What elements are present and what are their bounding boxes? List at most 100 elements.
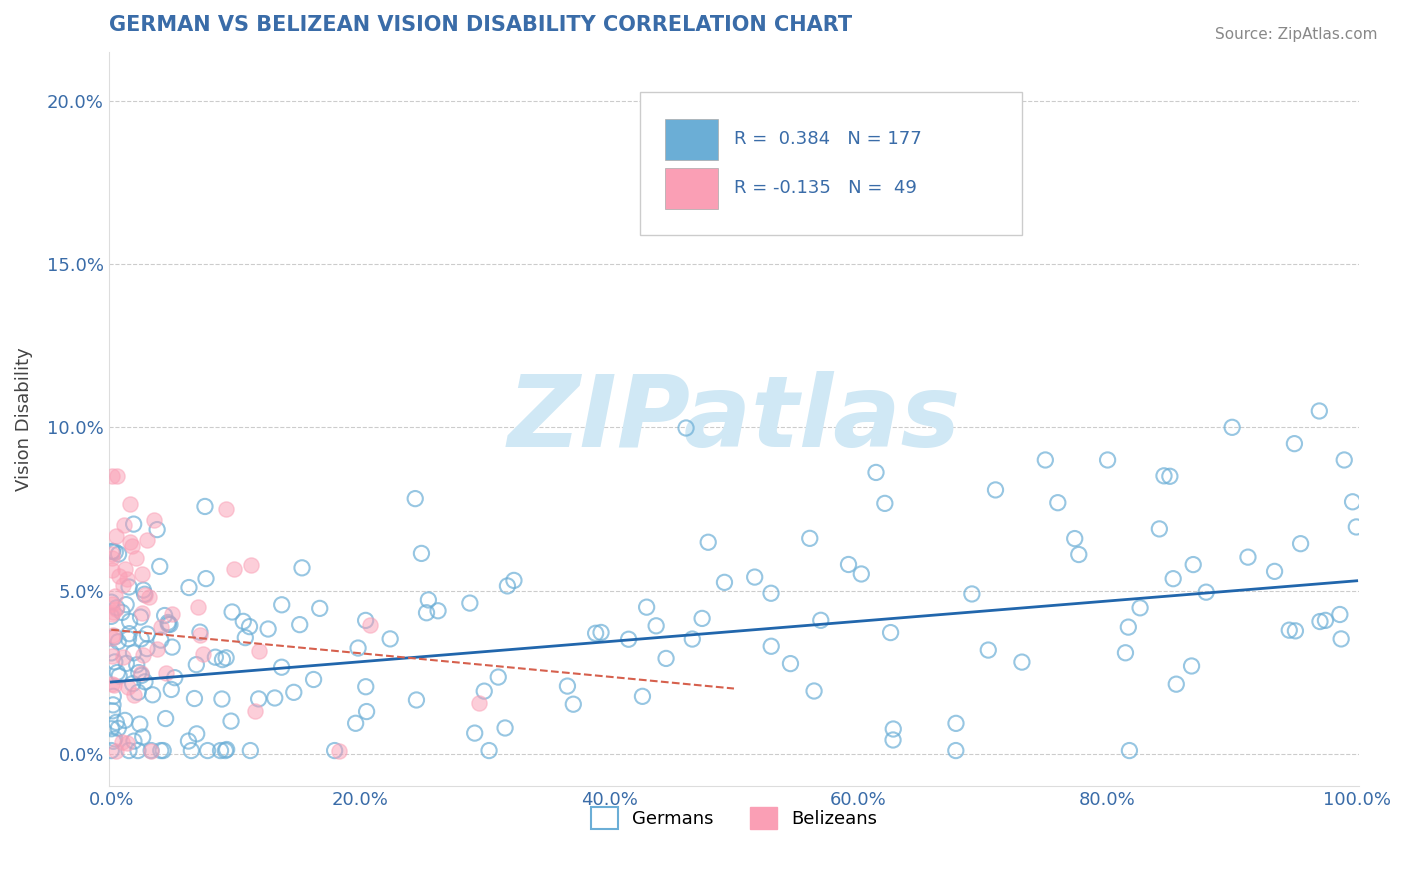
Point — [134, 588, 156, 602]
Point — [105, 600, 128, 615]
Point — [107, 634, 129, 648]
Point — [233, 631, 256, 645]
Point — [344, 716, 367, 731]
Point — [183, 691, 205, 706]
Point — [121, 676, 143, 690]
Point — [122, 734, 145, 748]
Point — [215, 650, 238, 665]
Point — [427, 604, 450, 618]
Point — [1182, 558, 1205, 572]
Point — [837, 558, 859, 572]
Point — [359, 618, 381, 632]
Point — [131, 606, 153, 620]
Point — [139, 743, 162, 757]
Point — [186, 657, 208, 672]
Point — [810, 613, 832, 627]
Point — [160, 682, 183, 697]
Point — [150, 620, 173, 634]
Point — [655, 651, 678, 665]
Text: ZIPatlas: ZIPatlas — [508, 371, 960, 467]
Point — [636, 600, 658, 615]
Point — [865, 466, 887, 480]
Point — [415, 606, 437, 620]
Point — [1237, 550, 1260, 565]
Point — [188, 625, 211, 640]
Point — [323, 743, 346, 757]
Point — [118, 626, 141, 640]
Point — [101, 544, 124, 558]
Point — [960, 587, 983, 601]
Point — [100, 743, 122, 757]
Point — [108, 568, 131, 582]
Point — [146, 523, 169, 537]
Point — [239, 558, 262, 573]
Point — [697, 535, 720, 549]
Point — [744, 570, 766, 584]
Point — [177, 581, 200, 595]
Point — [239, 743, 262, 757]
Point — [238, 619, 260, 633]
Point — [270, 660, 292, 674]
Point — [1278, 623, 1301, 637]
Point — [115, 598, 138, 612]
Point — [120, 497, 142, 511]
Point — [180, 743, 202, 757]
Point — [222, 562, 245, 576]
Point — [101, 544, 124, 558]
Point — [378, 632, 401, 646]
Point — [585, 626, 607, 640]
Point — [186, 727, 208, 741]
Point — [104, 630, 127, 644]
Point — [136, 627, 159, 641]
Point — [761, 640, 783, 654]
Point — [129, 610, 152, 624]
Point — [411, 546, 433, 560]
FancyBboxPatch shape — [640, 92, 1022, 235]
Point — [111, 735, 134, 749]
Point — [1289, 537, 1312, 551]
Point — [128, 717, 150, 731]
Point — [803, 684, 825, 698]
Point — [211, 652, 233, 666]
Point — [115, 736, 138, 750]
Point — [675, 421, 697, 435]
Point — [117, 572, 139, 586]
Point — [101, 598, 124, 612]
Point — [197, 743, 219, 757]
Point — [681, 632, 703, 646]
Point — [1220, 420, 1243, 434]
Point — [977, 643, 1000, 657]
Point — [105, 665, 128, 680]
Point — [589, 625, 612, 640]
Point — [496, 579, 519, 593]
Point — [104, 743, 127, 757]
Point — [690, 611, 713, 625]
Point — [263, 690, 285, 705]
Point — [214, 502, 236, 516]
Point — [1180, 659, 1202, 673]
Point — [209, 743, 232, 757]
Point — [132, 648, 155, 663]
Point — [1161, 572, 1184, 586]
Text: R = -0.135   N =  49: R = -0.135 N = 49 — [734, 179, 917, 197]
Point — [1067, 548, 1090, 562]
Point — [118, 580, 141, 594]
Point — [404, 491, 426, 506]
Point — [1063, 532, 1085, 546]
Point — [138, 590, 160, 604]
Point — [190, 628, 212, 642]
Point — [1341, 495, 1364, 509]
Point — [1114, 646, 1136, 660]
Point — [107, 469, 129, 483]
Point — [107, 547, 129, 561]
Point — [152, 743, 174, 757]
Point — [100, 646, 122, 660]
Point — [146, 641, 169, 656]
Point — [1118, 743, 1140, 757]
Point — [1195, 585, 1218, 599]
Point — [141, 743, 163, 757]
Point — [121, 539, 143, 553]
Point — [799, 532, 821, 546]
Point — [972, 208, 994, 222]
Point — [101, 563, 124, 577]
